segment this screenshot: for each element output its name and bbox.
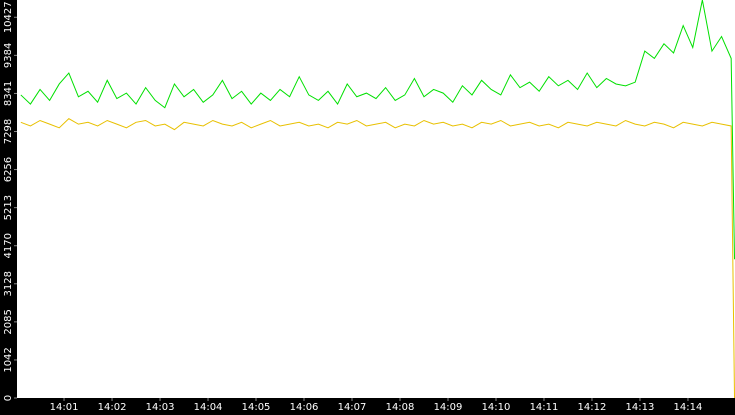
- x-tick-label: 14:14: [674, 402, 703, 413]
- x-tick-label: 14:03: [146, 402, 175, 413]
- x-tick-label: 14:13: [626, 402, 655, 413]
- y-tick-label: 1042: [3, 347, 14, 372]
- plot-area: [17, 0, 735, 398]
- y-tick-label: 2085: [3, 309, 14, 334]
- x-tick-label: 14:07: [338, 402, 367, 413]
- x-tick-label: 14:12: [578, 402, 607, 413]
- series-line: [20, 118, 735, 399]
- y-tick-label: 9384: [3, 43, 14, 68]
- y-tick-label: 7298: [3, 119, 14, 144]
- series-line: [20, 0, 735, 260]
- x-tick-label: 14:05: [242, 402, 271, 413]
- x-tick-label: 14:02: [98, 402, 127, 413]
- x-tick-label: 14:01: [50, 402, 79, 413]
- y-tick-label: 0: [3, 395, 14, 401]
- y-tick-label: 4170: [3, 233, 14, 258]
- x-tick-label: 14:09: [434, 402, 463, 413]
- y-tick-label: 5213: [3, 195, 14, 220]
- x-tick-label: 14:08: [386, 402, 415, 413]
- y-tick-label: 6256: [3, 157, 14, 182]
- y-tick-label: 3128: [3, 271, 14, 296]
- x-tick-label: 14:04: [194, 402, 223, 413]
- x-tick-label: 14:11: [530, 402, 559, 413]
- x-tick-label: 14:10: [482, 402, 511, 413]
- y-tick-label: 8341: [3, 81, 14, 106]
- x-tick-label: 14:06: [290, 402, 319, 413]
- y-tick-label: 10427: [3, 1, 14, 33]
